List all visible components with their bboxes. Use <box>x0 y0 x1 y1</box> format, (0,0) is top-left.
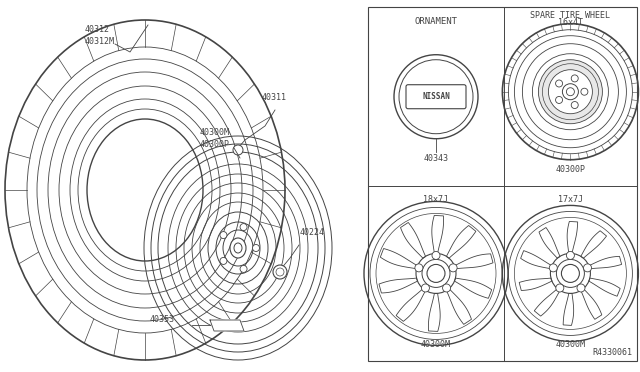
Text: 17x7J: 17x7J <box>558 195 583 204</box>
Circle shape <box>427 264 445 282</box>
Circle shape <box>556 80 563 87</box>
Text: 40224: 40224 <box>300 228 325 237</box>
Circle shape <box>432 251 440 259</box>
Text: 16x4T: 16x4T <box>558 19 583 28</box>
Circle shape <box>566 251 575 259</box>
Circle shape <box>240 266 247 272</box>
Text: R4330061: R4330061 <box>593 348 633 357</box>
Text: 40300P: 40300P <box>200 140 230 149</box>
Ellipse shape <box>230 238 246 258</box>
Text: 40353: 40353 <box>150 315 175 324</box>
FancyBboxPatch shape <box>406 85 466 109</box>
Circle shape <box>415 264 423 272</box>
Text: 40300M: 40300M <box>556 340 586 349</box>
Circle shape <box>273 265 287 279</box>
Circle shape <box>253 244 259 251</box>
Circle shape <box>421 284 429 292</box>
Bar <box>368 7 637 361</box>
Circle shape <box>572 75 578 82</box>
Text: NISSAN: NISSAN <box>422 92 450 101</box>
Circle shape <box>548 70 593 114</box>
Circle shape <box>584 264 591 272</box>
Text: 40312M: 40312M <box>85 37 115 46</box>
Circle shape <box>572 102 578 109</box>
Ellipse shape <box>87 119 203 261</box>
Text: 40312: 40312 <box>85 25 110 34</box>
Text: 40311: 40311 <box>262 93 287 102</box>
Circle shape <box>220 231 227 238</box>
Circle shape <box>581 88 588 95</box>
Text: 40343: 40343 <box>424 154 449 163</box>
Circle shape <box>556 96 563 103</box>
Circle shape <box>449 264 457 272</box>
Text: ORNAMENT: ORNAMENT <box>415 17 458 26</box>
Circle shape <box>220 257 227 264</box>
Text: 40300M: 40300M <box>200 128 230 137</box>
Circle shape <box>538 60 602 124</box>
Circle shape <box>549 264 557 272</box>
Text: 18x7J: 18x7J <box>424 195 449 204</box>
Text: 40300M: 40300M <box>421 340 451 349</box>
Circle shape <box>233 145 243 155</box>
Circle shape <box>563 84 579 100</box>
Circle shape <box>577 284 585 292</box>
Polygon shape <box>210 320 244 331</box>
Circle shape <box>240 224 247 231</box>
Text: SPARE TIRE WHEEL: SPARE TIRE WHEEL <box>531 10 611 19</box>
Circle shape <box>443 284 451 292</box>
Circle shape <box>556 284 564 292</box>
Circle shape <box>561 264 579 282</box>
Text: 40300P: 40300P <box>556 165 586 174</box>
